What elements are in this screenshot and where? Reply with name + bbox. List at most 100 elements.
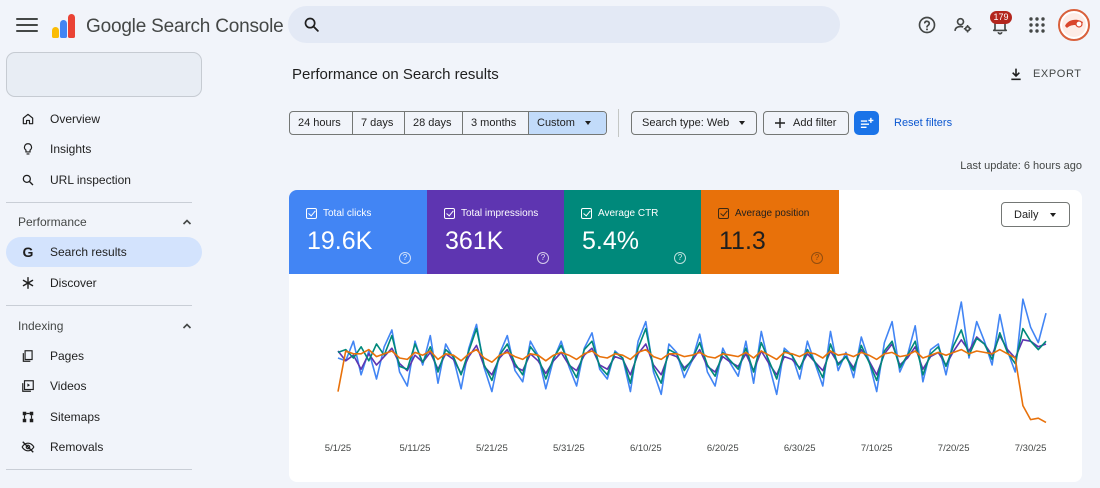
metric-average-position[interactable]: Average position 11.3 ? xyxy=(701,190,839,274)
metric-average-ctr[interactable]: Average CTR 5.4% ? xyxy=(564,190,702,274)
logo-bar-yellow xyxy=(52,27,59,38)
metric-label: Total impressions xyxy=(461,208,539,219)
x-tick-label: 7/30/25 xyxy=(1015,443,1047,454)
sidebar-item-label: Overview xyxy=(50,112,101,126)
search-input[interactable] xyxy=(288,6,840,43)
download-icon xyxy=(1011,68,1021,81)
metric-value: 11.3 xyxy=(719,227,766,255)
account-avatar[interactable] xyxy=(1058,9,1090,41)
add-filter-button[interactable]: Add filter xyxy=(763,111,849,135)
video-icon xyxy=(19,377,37,395)
sidebar-item-label: Search results xyxy=(50,245,127,259)
filter-settings-button[interactable] xyxy=(854,111,879,135)
series-line-2 xyxy=(337,327,1047,384)
sidebar-item-overview[interactable]: Overview xyxy=(6,104,202,134)
page-title: Performance on Search results xyxy=(292,66,499,83)
logo-bar-blue xyxy=(60,20,67,38)
help-icon[interactable]: ? xyxy=(811,252,823,264)
sidebar-item-label: Discover xyxy=(50,276,97,290)
sidebar-item-label: Videos xyxy=(50,379,87,393)
search-icon xyxy=(19,171,37,189)
range-3-months[interactable]: 3 months xyxy=(463,112,529,134)
help-icon[interactable]: ? xyxy=(537,252,549,264)
metric-total-clicks[interactable]: Total clicks 19.6K ? xyxy=(289,190,427,274)
x-tick-label: 6/20/25 xyxy=(707,443,739,454)
series-line-3 xyxy=(337,348,1047,424)
asterisk-icon xyxy=(19,274,37,292)
sidebar-item-sitemaps[interactable]: Sitemaps xyxy=(6,402,202,432)
sidebar-item-removals[interactable]: Removals xyxy=(6,432,202,462)
filter-list-icon xyxy=(860,117,874,128)
help-icon[interactable] xyxy=(915,13,939,37)
metric-value: 361K xyxy=(445,227,504,255)
top-app-bar: Google Search Console 179 xyxy=(0,0,1100,52)
range-custom[interactable]: Custom xyxy=(529,112,606,134)
logo-bar-red xyxy=(68,14,75,38)
eye-off-icon xyxy=(19,438,37,456)
x-tick-label: 6/10/25 xyxy=(630,443,662,454)
google-g-icon: G xyxy=(22,244,34,260)
checkbox-checked-icon[interactable] xyxy=(718,208,729,219)
product-name[interactable]: Google Search Console xyxy=(86,16,284,37)
menu-icon[interactable] xyxy=(14,14,40,36)
manage-users-icon[interactable] xyxy=(951,13,975,37)
date-range-selector: 24 hours 7 days 28 days 3 months Custom xyxy=(289,111,607,135)
x-tick-label: 5/11/25 xyxy=(399,443,430,454)
range-24-hours[interactable]: 24 hours xyxy=(290,112,353,134)
export-button[interactable]: EXPORT xyxy=(1008,63,1082,85)
sidebar-item-search-results[interactable]: G Search results xyxy=(6,237,202,267)
search-console-logo[interactable] xyxy=(52,14,78,38)
metric-total-impressions[interactable]: Total impressions 361K ? xyxy=(427,190,565,274)
search-type-filter[interactable]: Search type: Web xyxy=(631,111,757,135)
metric-label: Average position xyxy=(735,208,810,219)
search-icon[interactable] xyxy=(303,16,320,33)
pages-icon xyxy=(19,347,37,365)
checkbox-checked-icon[interactable] xyxy=(444,208,455,219)
x-tick-label: 7/10/25 xyxy=(861,443,893,454)
sidebar-item-label: Insights xyxy=(50,142,92,156)
reset-filters-link[interactable]: Reset filters xyxy=(894,117,953,129)
x-tick-label: 7/20/25 xyxy=(938,443,970,454)
metric-label: Average CTR xyxy=(598,208,659,219)
sidebar-item-pages[interactable]: Pages xyxy=(6,341,202,371)
add-filter-label: Add filter xyxy=(793,117,837,129)
dropdown-arrow-icon xyxy=(1050,212,1057,217)
x-tick-label: 5/21/25 xyxy=(476,443,508,454)
property-selector[interactable] xyxy=(6,52,202,97)
sidebar-item-label: URL inspection xyxy=(50,173,131,187)
sidebar-item-label: Sitemaps xyxy=(50,410,101,424)
range-28-days[interactable]: 28 days xyxy=(405,112,463,134)
search-type-label: Search type: Web xyxy=(642,117,730,129)
sidebar-item-insights[interactable]: Insights xyxy=(6,134,202,164)
chevron-up-icon[interactable] xyxy=(181,320,193,332)
interval-dropdown[interactable]: Daily xyxy=(1001,202,1070,227)
checkbox-checked-icon[interactable] xyxy=(581,208,592,219)
apps-grid-icon[interactable] xyxy=(1025,13,1049,37)
toolbar-divider xyxy=(618,109,619,137)
metric-header: Total impressions xyxy=(444,208,538,219)
section-heading-performance[interactable]: Performance xyxy=(18,215,87,229)
last-update-text: Last update: 6 hours ago xyxy=(960,160,1082,172)
sidebar-item-discover[interactable]: Discover xyxy=(6,268,202,298)
x-tick-label: 5/31/25 xyxy=(553,443,585,454)
plus-icon xyxy=(775,118,785,128)
chevron-up-icon[interactable] xyxy=(181,216,193,228)
notification-count-badge: 179 xyxy=(990,11,1012,24)
help-icon[interactable]: ? xyxy=(674,252,686,264)
metric-header: Average CTR xyxy=(581,208,658,219)
metric-value: 5.4% xyxy=(582,227,639,255)
performance-chart-card: Total clicks 19.6K ? Total impressions 3… xyxy=(289,190,1082,482)
section-heading-indexing[interactable]: Indexing xyxy=(18,319,64,333)
dropdown-arrow-icon xyxy=(739,121,746,125)
metric-header: Average position xyxy=(718,208,809,219)
sidebar-item-url-inspection[interactable]: URL inspection xyxy=(6,165,202,195)
home-icon xyxy=(19,110,37,128)
sidebar-divider xyxy=(6,305,192,306)
metric-value: 19.6K xyxy=(307,227,373,255)
checkbox-checked-icon[interactable] xyxy=(306,208,317,219)
range-7-days[interactable]: 7 days xyxy=(353,112,405,134)
sidebar-item-videos[interactable]: Videos xyxy=(6,371,202,401)
interval-label: Daily xyxy=(1014,208,1039,221)
sidebar-item-label: Removals xyxy=(50,440,104,454)
help-icon[interactable]: ? xyxy=(399,252,411,264)
